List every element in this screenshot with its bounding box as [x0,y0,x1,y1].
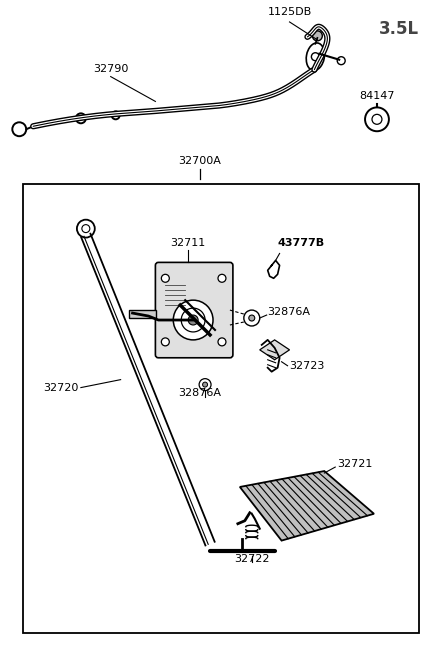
Circle shape [199,378,211,391]
Text: 43777B: 43777B [278,239,325,248]
Bar [23,184,419,633]
Text: 3.5L: 3.5L [378,20,419,38]
Circle shape [218,274,226,282]
Text: 32720: 32720 [43,382,79,393]
FancyBboxPatch shape [155,263,233,358]
Text: 84147: 84147 [359,91,395,102]
Text: 1125DB: 1125DB [267,7,312,17]
Text: 32723: 32723 [289,361,325,371]
Text: 32876A: 32876A [179,388,222,397]
Text: 32722: 32722 [234,554,270,564]
Circle shape [161,338,169,346]
Text: 32700A: 32700A [179,156,221,166]
Circle shape [312,31,322,41]
Bar [128,310,156,318]
Circle shape [218,338,226,346]
Circle shape [249,315,255,321]
Circle shape [244,310,260,326]
Circle shape [173,300,213,340]
Text: 32711: 32711 [171,239,206,248]
Text: 32876A: 32876A [268,307,311,317]
Circle shape [203,382,207,387]
Circle shape [161,274,169,282]
Circle shape [188,315,198,325]
Text: 32721: 32721 [337,459,373,469]
Circle shape [311,53,319,61]
Polygon shape [240,471,374,541]
Polygon shape [260,340,289,360]
Text: 32790: 32790 [93,63,128,74]
